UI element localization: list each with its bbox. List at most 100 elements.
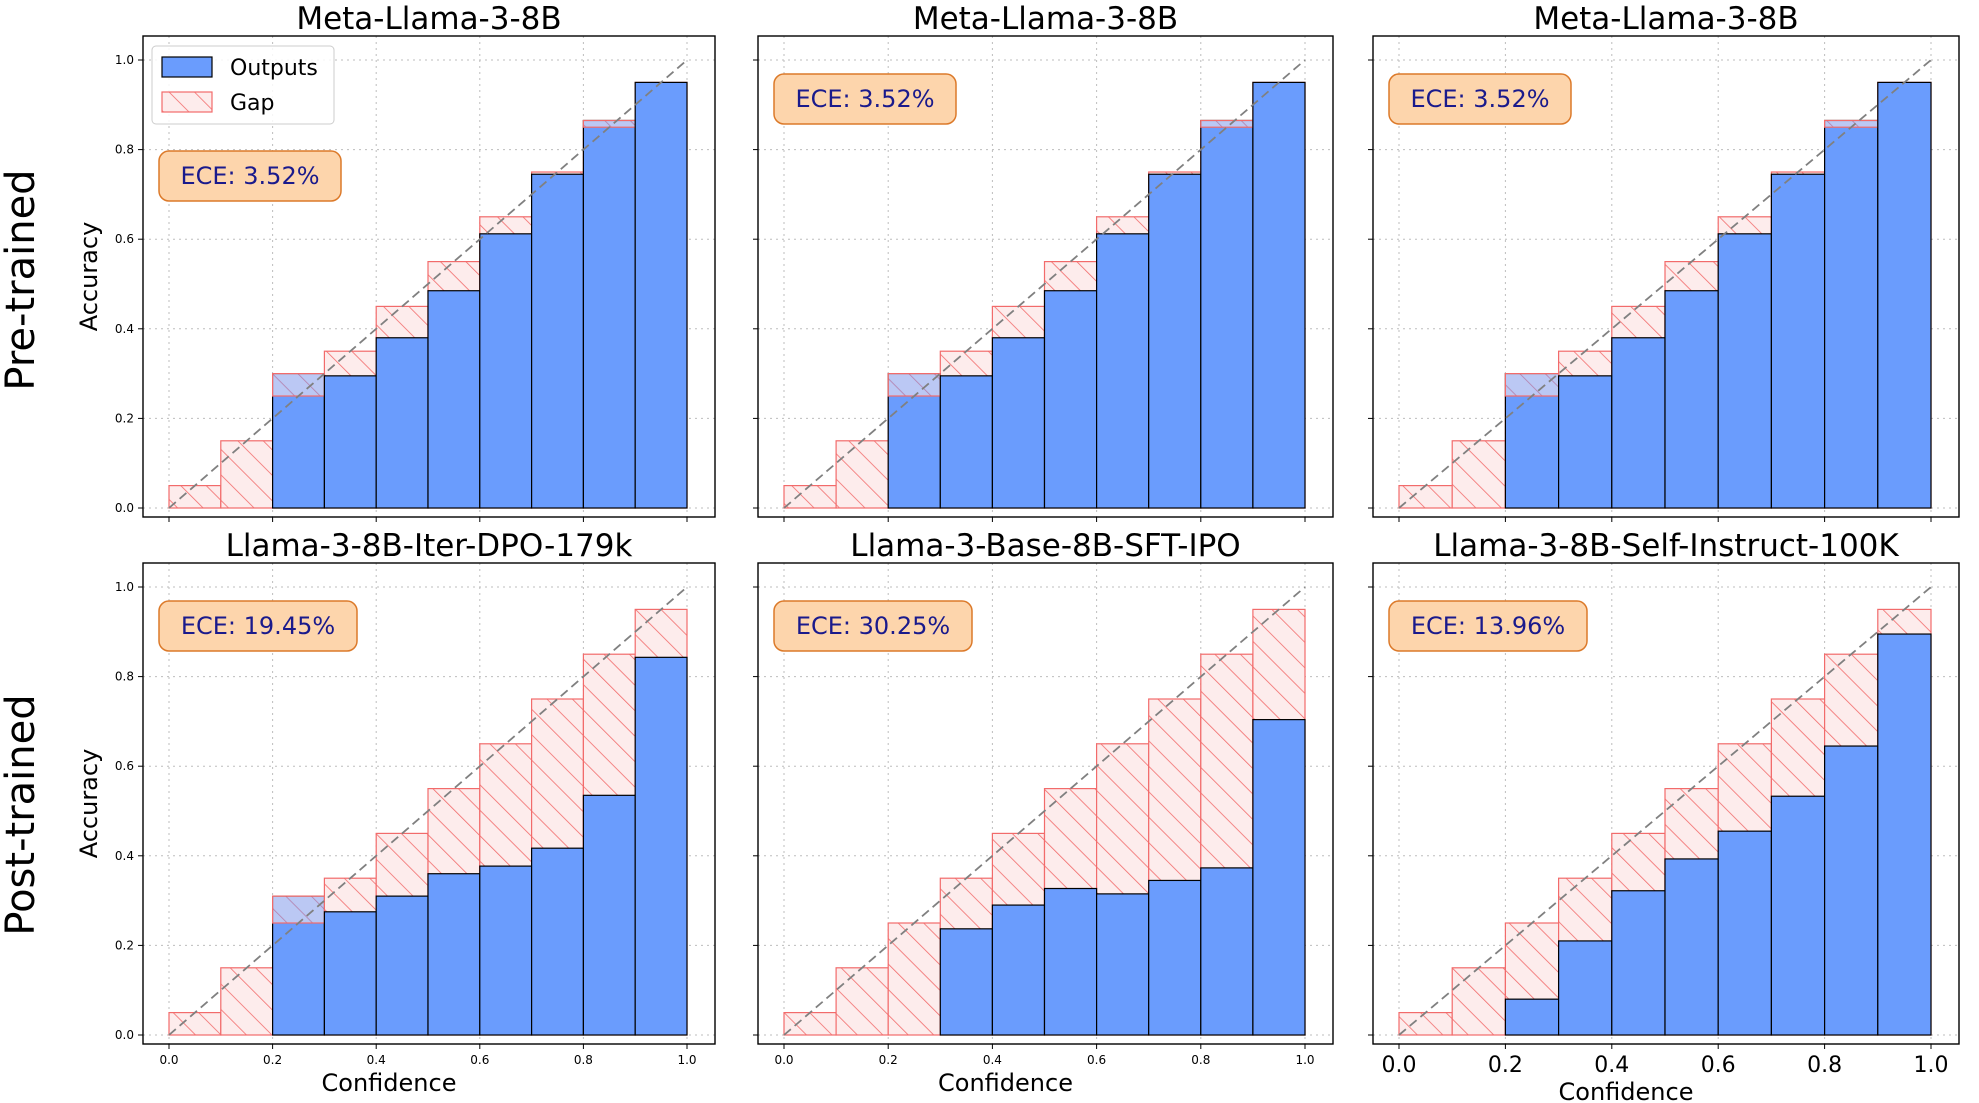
panels-group: 0.0 0.2 0.4 0.6 0.8 1.0 Meta-Llama-3-8B Accurac… <box>75 1 1960 1103</box>
ece-box <box>1388 600 1588 652</box>
output-bar <box>375 337 429 509</box>
perfect-calibration-line <box>783 59 1306 509</box>
output-bar <box>1252 81 1306 509</box>
output-bar <box>991 904 1046 1036</box>
x-tick-label: 0.4 <box>367 1053 386 1067</box>
x-tick-label: 1.0 <box>1914 1053 1949 1078</box>
output-bar <box>1717 830 1772 1036</box>
gap-overlap <box>1504 373 1560 397</box>
panel-6: 0.0 0.2 0.4 0.6 0.8 1.0 Llama-3-8B-Self-Instru… <box>1368 528 1960 1103</box>
x-tick-label: 0.0 <box>1382 1053 1417 1078</box>
output-bar <box>1095 233 1150 509</box>
panel-4: 0.0 0.0 0.2 0.2 0.4 0.4 0.6 0.6 0.8 0.8 1.0 1.0 Llam… <box>75 528 716 1097</box>
panel-1: 0.0 0.2 0.4 0.6 0.8 1.0 Meta-Llama-3-8B Accurac… <box>75 1 716 522</box>
output-bar <box>1557 375 1613 509</box>
output-bar <box>1200 119 1254 509</box>
output-bar <box>1877 81 1932 509</box>
plot-frame <box>1372 562 1960 1045</box>
ece-label: ECE: 3.52% <box>180 162 319 190</box>
output-bar <box>1148 173 1202 509</box>
output-bar <box>1877 633 1932 1036</box>
perfect-calibration-line <box>783 586 1306 1036</box>
output-bar <box>1557 940 1613 1036</box>
x-tick-label: 0.0 <box>774 1053 793 1067</box>
y-tick-label: 0.4 <box>115 849 134 863</box>
panel-title: Meta-Llama-3-8B <box>296 1 561 37</box>
gap-bar <box>1398 1011 1453 1036</box>
output-bar <box>1717 233 1772 509</box>
output-bar <box>427 873 481 1036</box>
gap-bar <box>835 967 889 1036</box>
plot-frame <box>1372 35 1960 518</box>
x-axis-label: Confidence <box>1559 1078 1694 1103</box>
y-axis-label: Accuracy <box>75 749 103 859</box>
legend-outputs-label: Outputs <box>230 56 318 81</box>
x-tick-label: 1.0 <box>1295 1053 1314 1067</box>
y-tick-label: 0.0 <box>115 501 134 515</box>
perfect-calibration-line <box>1398 59 1932 509</box>
plot-frame <box>757 562 1334 1045</box>
panel-5: 0.0 0.2 0.4 0.6 0.8 1.0 Llama-3-Base-8B-SFT-IP… <box>753 528 1334 1097</box>
x-tick-label: 0.6 <box>1701 1053 1736 1078</box>
gap-bar <box>1451 440 1506 509</box>
output-bar <box>1252 719 1306 1036</box>
x-axis-label: Confidence <box>938 1069 1073 1097</box>
y-tick-label: 0.6 <box>115 232 134 246</box>
output-bar <box>939 375 993 509</box>
perfect-calibration-line <box>168 586 688 1036</box>
ece-box <box>1388 73 1572 125</box>
x-tick-label: 1.0 <box>677 1053 696 1067</box>
row-label-pretrained: Pre-trained <box>0 169 44 390</box>
panel-title: Llama-3-Base-8B-SFT-IPO <box>850 528 1240 564</box>
panel-title: Llama-3-8B-Iter-DPO-179k <box>226 528 633 564</box>
output-bar <box>323 911 377 1036</box>
legend-outputs-swatch <box>161 56 213 78</box>
output-bar <box>991 337 1046 509</box>
y-tick-label: 0.8 <box>115 670 134 684</box>
output-bar <box>375 895 429 1036</box>
output-bar <box>1611 337 1666 509</box>
output-bar <box>1823 745 1879 1036</box>
output-bar <box>1611 890 1666 1036</box>
output-bar <box>582 119 636 509</box>
panel-title: Llama-3-8B-Self-Instruct-100K <box>1433 528 1899 564</box>
legend-gap-swatch <box>161 91 213 113</box>
x-tick-label: 0.2 <box>879 1053 898 1067</box>
panel-title: Meta-Llama-3-8B <box>913 1 1178 37</box>
gap-bar <box>1398 485 1453 509</box>
plot-frame <box>142 35 716 518</box>
output-bar <box>530 173 584 509</box>
y-tick-label: 1.0 <box>115 53 134 67</box>
x-tick-label: 0.6 <box>1087 1053 1106 1067</box>
ece-label: ECE: 30.25% <box>796 612 950 640</box>
panel-2: Meta-Llama-3-8B ECE: 3.52% <box>753 1 1334 522</box>
output-bar <box>1043 887 1098 1036</box>
gap-bar <box>168 485 222 509</box>
gap-bar <box>168 1011 222 1036</box>
gap-bar <box>887 922 941 1036</box>
ece-box <box>773 600 973 652</box>
y-tick-label: 0.4 <box>115 322 134 336</box>
output-bar <box>582 794 636 1036</box>
y-tick-label: 0.8 <box>115 143 134 157</box>
gap-overlap <box>272 895 326 924</box>
gap-bar <box>220 967 274 1036</box>
x-tick-label: 0.8 <box>1807 1053 1842 1078</box>
y-tick-label: 0.6 <box>115 759 134 773</box>
x-axis-label: Confidence <box>322 1069 457 1097</box>
output-bar <box>1664 858 1719 1036</box>
output-bar <box>427 290 481 509</box>
gap-overlap <box>887 373 941 397</box>
output-bar <box>634 656 688 1036</box>
y-axis-label: Accuracy <box>75 222 103 332</box>
y-tick-label: 0.2 <box>115 938 134 952</box>
output-bar <box>1770 795 1826 1036</box>
output-bar <box>1095 893 1150 1036</box>
gap-bar <box>783 485 837 509</box>
perfect-calibration-line <box>168 59 688 509</box>
row-label-posttrained: Post-trained <box>0 694 44 935</box>
x-tick-label: 0.8 <box>574 1053 593 1067</box>
x-tick-label: 0.4 <box>983 1053 1002 1067</box>
output-bar <box>323 375 377 509</box>
